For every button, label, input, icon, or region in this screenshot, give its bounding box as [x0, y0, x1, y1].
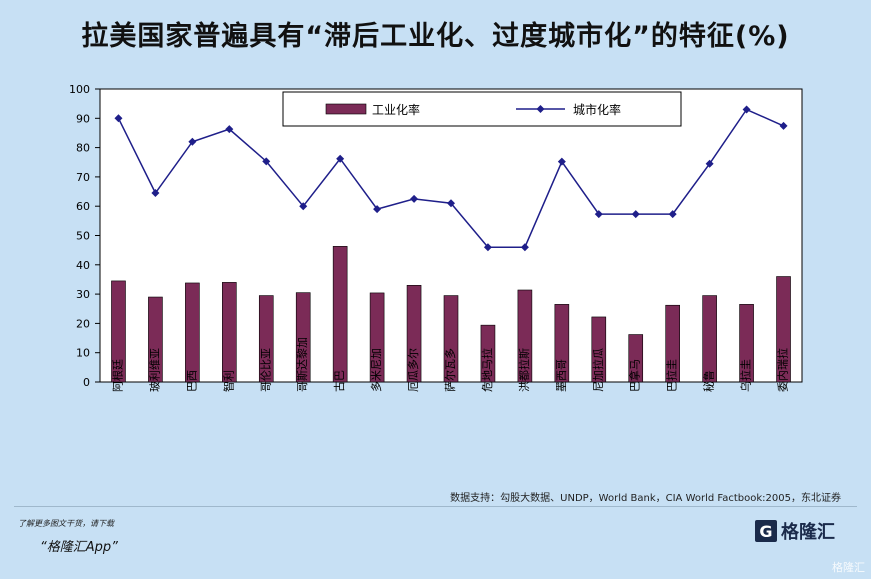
line-point: [742, 105, 751, 114]
x-tick-label: 乌拉圭: [739, 359, 753, 392]
x-tick-label: 巴西: [185, 370, 198, 392]
line-point: [225, 125, 234, 134]
y-axis: 0 10 20 30 40 50 60 70 80 90 100: [69, 83, 100, 389]
x-tick-label: 墨西哥: [555, 359, 568, 392]
x-tick-label: 多米尼加: [369, 348, 383, 392]
line-point: [373, 205, 382, 214]
legend-bar-swatch: [325, 103, 367, 115]
line-point: [668, 210, 677, 219]
x-tick-label: 尼加拉瓜: [591, 348, 605, 392]
x-tick-label: 危地马拉: [480, 348, 494, 392]
line-point: [336, 154, 345, 163]
bar: [222, 282, 237, 383]
x-axis-labels: 阿根廷 玻利维亚巴西 智利 哥伦比亚 哥斯达黎加古巴 多米尼加 厄瓜多尔 萨尔瓦多 危地马拉 洪都…: [110, 337, 789, 392]
line-point: [594, 210, 603, 219]
bar: [665, 304, 680, 383]
bar: [702, 295, 717, 383]
line-point: [483, 243, 492, 252]
line-point: [557, 157, 566, 166]
x-tick-label: 玻利维亚: [148, 348, 161, 392]
y-tick-label: 90: [76, 112, 90, 125]
divider: [14, 506, 857, 507]
source-note: 数据支持：勾股大数据、UNDP，World Bank，CIA World Fac…: [450, 493, 841, 504]
bar-series: [111, 246, 791, 383]
watermark: 格隆汇: [832, 561, 865, 574]
bar: [554, 304, 570, 383]
line-point: [447, 199, 455, 208]
line-point: [188, 137, 197, 146]
x-tick-label: 委内瑞拉: [776, 348, 790, 392]
bar: [517, 289, 533, 383]
y-tick-label: 50: [76, 230, 90, 243]
bar: [443, 295, 459, 383]
bar: [591, 316, 607, 383]
line-point: [299, 202, 308, 211]
x-tick-label: 古巴: [333, 370, 346, 392]
line-point: [520, 243, 529, 252]
x-tick-label: 巴拿马: [628, 359, 642, 392]
y-tick-label: 40: [76, 259, 90, 272]
line-point: [631, 210, 640, 219]
x-tick-label: 哥伦比亚: [258, 348, 272, 392]
x-tick-label: 洪都拉斯: [517, 348, 531, 392]
x-tick-label: 哥斯达黎加: [295, 337, 309, 392]
legend-line-label: 城市化率: [573, 102, 621, 117]
x-tick-label: 智利: [221, 370, 235, 392]
promo-line-1: 了解更多图文干货，请下载: [18, 519, 114, 528]
y-tick-label: 0: [83, 376, 90, 389]
y-tick-label: 100: [69, 83, 90, 96]
line-point: [262, 157, 271, 166]
bar: [148, 296, 163, 383]
legend-line-marker: [536, 105, 545, 113]
line-series: [114, 105, 788, 252]
y-tick-label: 60: [76, 200, 90, 213]
bar: [776, 276, 791, 383]
bar: [332, 246, 348, 383]
promo-line-2: “格隆汇App”: [40, 540, 118, 555]
x-tick-label: 巴拉圭: [665, 359, 679, 392]
bar: [739, 304, 754, 383]
bar: [111, 280, 126, 383]
bar: [185, 282, 200, 383]
bar: [295, 292, 311, 383]
bar: [628, 334, 644, 383]
legend: 工业化率 城市化率: [282, 91, 682, 127]
legend-bar-label: 工业化率: [372, 102, 420, 117]
y-tick-label: 30: [76, 288, 90, 301]
line-point: [705, 159, 714, 168]
bar: [406, 285, 422, 383]
x-tick-label: 厄瓜多尔: [406, 348, 420, 392]
bar: [369, 292, 385, 383]
y-tick-label: 10: [76, 347, 90, 360]
x-tick-label: 阿根廷: [110, 359, 124, 392]
bar: [480, 324, 496, 383]
line-point: [151, 189, 160, 198]
logo-mark-icon: G: [755, 520, 777, 542]
y-tick-label: 70: [76, 171, 90, 184]
logo-text: 格隆汇: [781, 522, 835, 543]
y-tick-label: 20: [76, 317, 90, 330]
brand-logo: G 格隆汇: [755, 518, 835, 544]
bar: [258, 295, 274, 383]
chart-title: 拉美国家普遍具有“滞后工业化、过度城市化”的特征(%): [81, 21, 790, 52]
line-point: [410, 194, 419, 203]
x-tick-label: 萨尔瓦多: [443, 348, 457, 392]
line-point: [114, 114, 123, 123]
chart: 0 10 20 30 40 50 60 70 80 90 100 阿根廷 玻利维亚巴西 智利 哥伦比亚 哥斯…: [69, 83, 803, 392]
y-tick-label: 80: [76, 142, 90, 155]
line-point: [779, 121, 788, 130]
x-tick-label: 秘鲁: [702, 370, 716, 392]
